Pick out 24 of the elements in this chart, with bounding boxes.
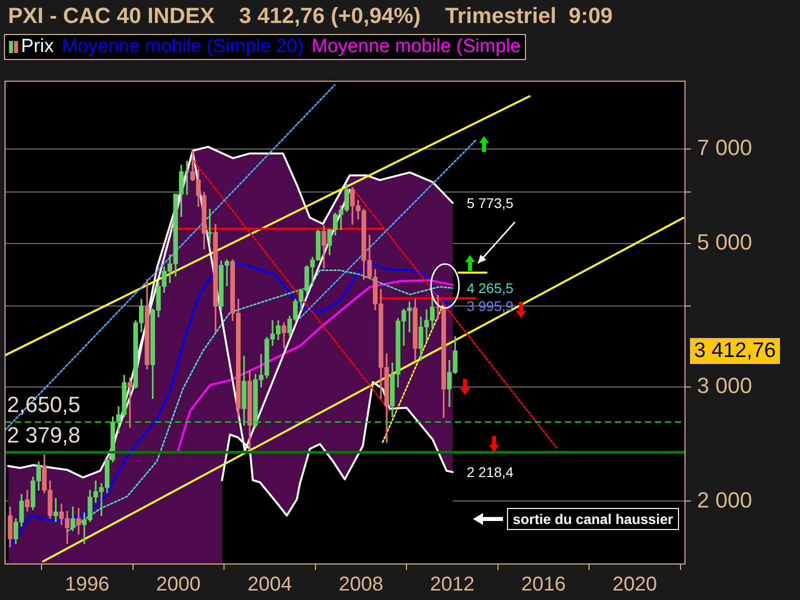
data-label: 2 218,4 (466, 464, 514, 480)
candlestick (128, 378, 132, 428)
y-tick-label: 2 000 (697, 487, 752, 512)
x-tick-label: 2016 (521, 574, 566, 596)
y-tick-label: 5 000 (697, 229, 752, 254)
chart-title: PXI - CAC 40 INDEX 3 412,76 (+0,94%) Trimestriel 9:09 (8, 3, 613, 29)
x-tick-label: 1996 (64, 574, 110, 596)
legend-label: Prix (20, 36, 54, 58)
x-tick-label: 2000 (156, 574, 201, 596)
data-label: 4 265,5 (466, 280, 514, 296)
x-tick-label: 2004 (247, 574, 292, 596)
x-tick-label: 2020 (612, 574, 658, 596)
annotation: sortie du canal haussier (506, 508, 680, 530)
x-tick-label: 2008 (338, 574, 384, 596)
data-label: 3 995,9 (466, 298, 514, 314)
x-tick-label: 2012 (430, 574, 474, 596)
text: 3 412,76 (694, 338, 776, 362)
text: Moyenne mobile (Simple 20) (62, 36, 304, 58)
candlestick (436, 294, 440, 320)
y-tick-label: 7 000 (697, 134, 752, 160)
data-label: 5 773,5 (466, 194, 514, 211)
text: Moyenne mobile (Simple (312, 36, 521, 58)
y-tick-label: 3 000 (697, 373, 752, 398)
ref-line-label: 2 379,8 (7, 422, 80, 448)
